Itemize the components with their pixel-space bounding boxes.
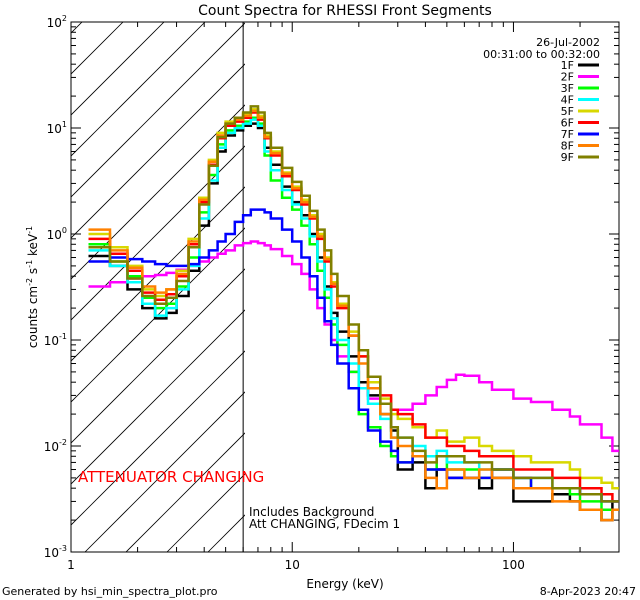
y-tick-label: 10-2 xyxy=(44,438,67,454)
generated-by-label: Generated by hsi_min_spectra_plot.pro xyxy=(2,585,218,598)
legend-label-2f: 2F xyxy=(561,71,574,84)
hatch-stroke xyxy=(71,186,245,362)
y-tick-label: 100 xyxy=(47,226,67,242)
chart-title: Count Spectra for RHESSI Front Segments xyxy=(198,3,492,19)
series-1f xyxy=(88,122,619,522)
series-4f xyxy=(88,118,619,503)
legend-label-9f: 9F xyxy=(561,151,574,164)
legend-label-8f: 8F xyxy=(561,140,574,153)
timestamp-label: 8-Apr-2023 20:47 xyxy=(540,585,636,598)
legend-label-5f: 5F xyxy=(561,105,574,118)
hatch-stroke xyxy=(71,145,245,321)
series-7f xyxy=(88,208,619,503)
legend-label-6f: 6F xyxy=(561,117,574,130)
hatch-stroke xyxy=(71,227,245,403)
attenuator-changing-label: ATTENUATOR CHANGING xyxy=(78,468,264,486)
attenuator-hatch-region xyxy=(71,22,245,552)
hatch-stroke xyxy=(71,268,245,444)
hatch-stroke xyxy=(71,22,245,198)
series-9f xyxy=(88,105,619,503)
y-axis-label: counts cm-2 s-1 keV-1 xyxy=(25,226,40,348)
background-note: Includes Background xyxy=(249,505,374,519)
legend-label-4f: 4F xyxy=(561,94,574,107)
hatch-stroke xyxy=(71,350,245,526)
x-axis: 1 10 100 xyxy=(67,22,620,572)
x-tick-label: 10 xyxy=(285,558,300,572)
series-group xyxy=(88,105,619,522)
y-tick-label: 102 xyxy=(47,14,67,30)
y-tick-label: 10-1 xyxy=(44,332,67,348)
hatch-stroke xyxy=(71,22,206,157)
hatch-stroke xyxy=(71,22,165,116)
attenuator-note: Att CHANGING, FDecim 1 xyxy=(249,517,400,531)
series-8f xyxy=(88,109,619,522)
legend-label-3f: 3F xyxy=(561,82,574,95)
legend-label-7f: 7F xyxy=(561,128,574,141)
y-tick-label: 10-3 xyxy=(44,544,67,560)
hatch-stroke xyxy=(84,391,245,552)
y-tick-label: 101 xyxy=(47,120,67,136)
plot-frame xyxy=(70,21,620,553)
hatch-stroke xyxy=(125,432,245,552)
date-label: 26-Jul-2002 xyxy=(536,36,600,49)
x-tick-label: 100 xyxy=(502,558,525,572)
x-tick-label: 1 xyxy=(67,558,75,572)
x-axis-label: Energy (keV) xyxy=(306,577,383,591)
hatch-stroke xyxy=(71,104,245,280)
legend-label-1f: 1F xyxy=(561,59,574,72)
hatch-stroke xyxy=(71,63,245,239)
hatch-stroke xyxy=(71,309,245,485)
time-range-label: 00:31:00 to 00:32:00 xyxy=(483,48,600,61)
